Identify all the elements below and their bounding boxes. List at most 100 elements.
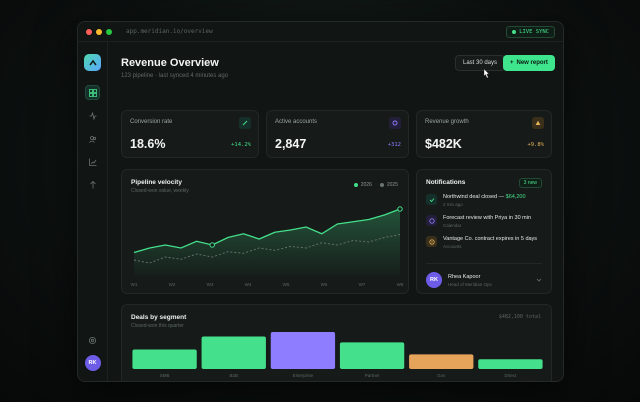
plus-icon: + — [510, 60, 514, 66]
check-icon — [426, 194, 437, 205]
profile-row[interactable]: RK Rhea Kapoor Head of Meridian Ops — [426, 263, 542, 288]
series-line-2026 — [133, 208, 401, 254]
notification-item[interactable]: Forecast review with Priya in 30 min Cal… — [426, 215, 531, 228]
profile-role: Head of Meridian Ops — [448, 281, 492, 287]
hexagon-icon — [389, 117, 401, 129]
chart-icon — [88, 158, 96, 166]
bar-direct[interactable] — [478, 359, 543, 369]
window-controls — [86, 28, 112, 35]
deals-title: Deals by segment — [131, 314, 187, 321]
kpi-delta: +14.2% — [231, 142, 251, 148]
notification-meta: 2 min ago — [443, 202, 463, 207]
pipeline-subtitle: Closed-won value, weekly — [131, 188, 189, 194]
url-text: app.meridian.io/overview — [126, 28, 213, 35]
date-range-button[interactable]: Last 30 days — [455, 55, 506, 71]
x-tick-label: W4 — [245, 282, 252, 287]
deals-total: $482,100 total — [498, 314, 541, 320]
bar-partner[interactable] — [339, 342, 405, 369]
pipeline-chart[interactable]: W1 W2 W3 W4 W5 W6 W7 W8 — [122, 170, 410, 295]
kpi-label: Active accounts — [275, 119, 318, 125]
kpi-delta: +9.8% — [527, 142, 544, 148]
chevron-down-icon[interactable] — [536, 277, 542, 283]
app-window: app.meridian.io/overview LIVE SYNC — [77, 21, 564, 382]
pipeline-card: Pipeline velocity Closed-won value, week… — [121, 169, 409, 294]
bar-label: B2B — [229, 373, 238, 378]
deals-card: Deals by segment Closed-won this quarter… — [121, 304, 553, 382]
triangle-icon — [532, 117, 544, 129]
kpi-value: $482K — [425, 137, 462, 151]
deals-bar-chart[interactable]: SMB B2B Enterprise Partner Gov Direct — [122, 305, 553, 382]
sidebar: RK — [78, 42, 108, 381]
kpi-card-revenue[interactable]: Revenue growth $482K +9.8% — [416, 110, 552, 158]
area-fill-2026 — [134, 209, 400, 275]
bar-b2b[interactable] — [201, 336, 266, 370]
legend-item-2026[interactable]: 2026 — [353, 182, 372, 188]
bar-label: Partner — [365, 373, 380, 378]
notification-title: Vantage Co. contract expires in 5 days — [443, 236, 538, 242]
kpi-card-conversion[interactable]: Conversion rate 18.6% +14.2% — [121, 110, 259, 158]
live-dot-icon — [512, 29, 517, 34]
clock-icon — [426, 215, 437, 226]
kpi-card-accounts[interactable]: Active accounts 2,847 +312 — [266, 110, 409, 158]
close-window-button[interactable] — [86, 28, 92, 35]
x-tick-label: W7 — [359, 282, 366, 287]
page-subtitle: 123 pipeline · last synced 4 minutes ago — [121, 73, 229, 79]
bar-label: Direct — [505, 373, 518, 378]
grid-icon — [88, 88, 97, 97]
notification-title: Forecast review with Priya in 30 min — [443, 215, 532, 221]
new-report-button[interactable]: + New report — [503, 55, 555, 71]
x-tick-label: W3 — [207, 282, 214, 287]
title-bar: app.meridian.io/overview LIVE SYNC — [78, 22, 563, 42]
highlight-point[interactable] — [397, 206, 403, 212]
user-avatar[interactable]: RK — [84, 355, 101, 371]
notifications-card: Notifications 3 new Northwind deal close… — [416, 169, 552, 294]
kpi-label: Conversion rate — [130, 119, 173, 125]
bar-label: SMB — [160, 373, 170, 378]
mouse-cursor-icon — [483, 69, 490, 79]
notification-meta: Calendar — [443, 223, 462, 228]
minimize-window-button[interactable] — [96, 28, 102, 35]
x-tick-label: W5 — [283, 282, 290, 287]
notification-item[interactable]: Northwind deal closed — $64,200 2 min ag… — [426, 194, 526, 207]
sidebar-item-overview[interactable] — [85, 85, 100, 100]
main-content: Revenue Overview 123 pipeline · last syn… — [108, 42, 563, 381]
bar-enterprise[interactable] — [270, 331, 336, 369]
bar-gov[interactable] — [409, 354, 474, 369]
bar-label: Gov — [437, 373, 446, 378]
kpi-label: Revenue growth — [425, 119, 469, 125]
sidebar-nav — [85, 85, 100, 192]
deals-subtitle: Closed-won this quarter — [131, 323, 184, 329]
maximize-window-button[interactable] — [106, 28, 112, 35]
x-tick-label: W2 — [169, 282, 176, 287]
sidebar-item-pulse[interactable] — [85, 177, 100, 192]
sidebar-bottom: RK — [84, 336, 101, 371]
x-tick-label: W1 — [131, 282, 138, 287]
sidebar-item-activity[interactable] — [85, 108, 100, 123]
new-badge: 3 new — [518, 178, 542, 188]
live-sync-badge: LIVE SYNC — [506, 25, 555, 38]
sidebar-item-reports[interactable] — [85, 154, 100, 169]
sidebar-item-users[interactable] — [85, 131, 100, 146]
kpi-value: 18.6% — [130, 137, 166, 151]
pencil-icon — [239, 117, 251, 129]
activity-icon — [89, 111, 96, 120]
bar-smb[interactable] — [132, 349, 197, 370]
series-line-2025 — [133, 234, 401, 264]
kpi-value: 2,847 — [275, 137, 307, 151]
gear-icon[interactable] — [88, 336, 97, 345]
kpi-delta: +312 — [387, 142, 401, 148]
notification-item[interactable]: Vantage Co. contract expires in 5 days A… — [426, 236, 537, 249]
profile-name: Rhea Kapoor — [448, 273, 481, 280]
notification-meta: Accounts — [443, 244, 462, 249]
new-report-label: New report — [516, 60, 548, 66]
pipeline-title: Pipeline velocity — [131, 179, 182, 186]
legend-item-2025[interactable]: 2025 — [379, 182, 398, 188]
profile-avatar: RK — [426, 272, 442, 288]
highlight-point[interactable] — [209, 242, 215, 248]
chart-legend: 2026 2025 — [353, 182, 398, 188]
logo-icon[interactable] — [84, 54, 101, 71]
pulse-icon — [89, 180, 96, 188]
notifications-title: Notifications — [426, 179, 466, 186]
page-title: Revenue Overview — [121, 57, 219, 69]
alert-icon — [426, 236, 437, 247]
